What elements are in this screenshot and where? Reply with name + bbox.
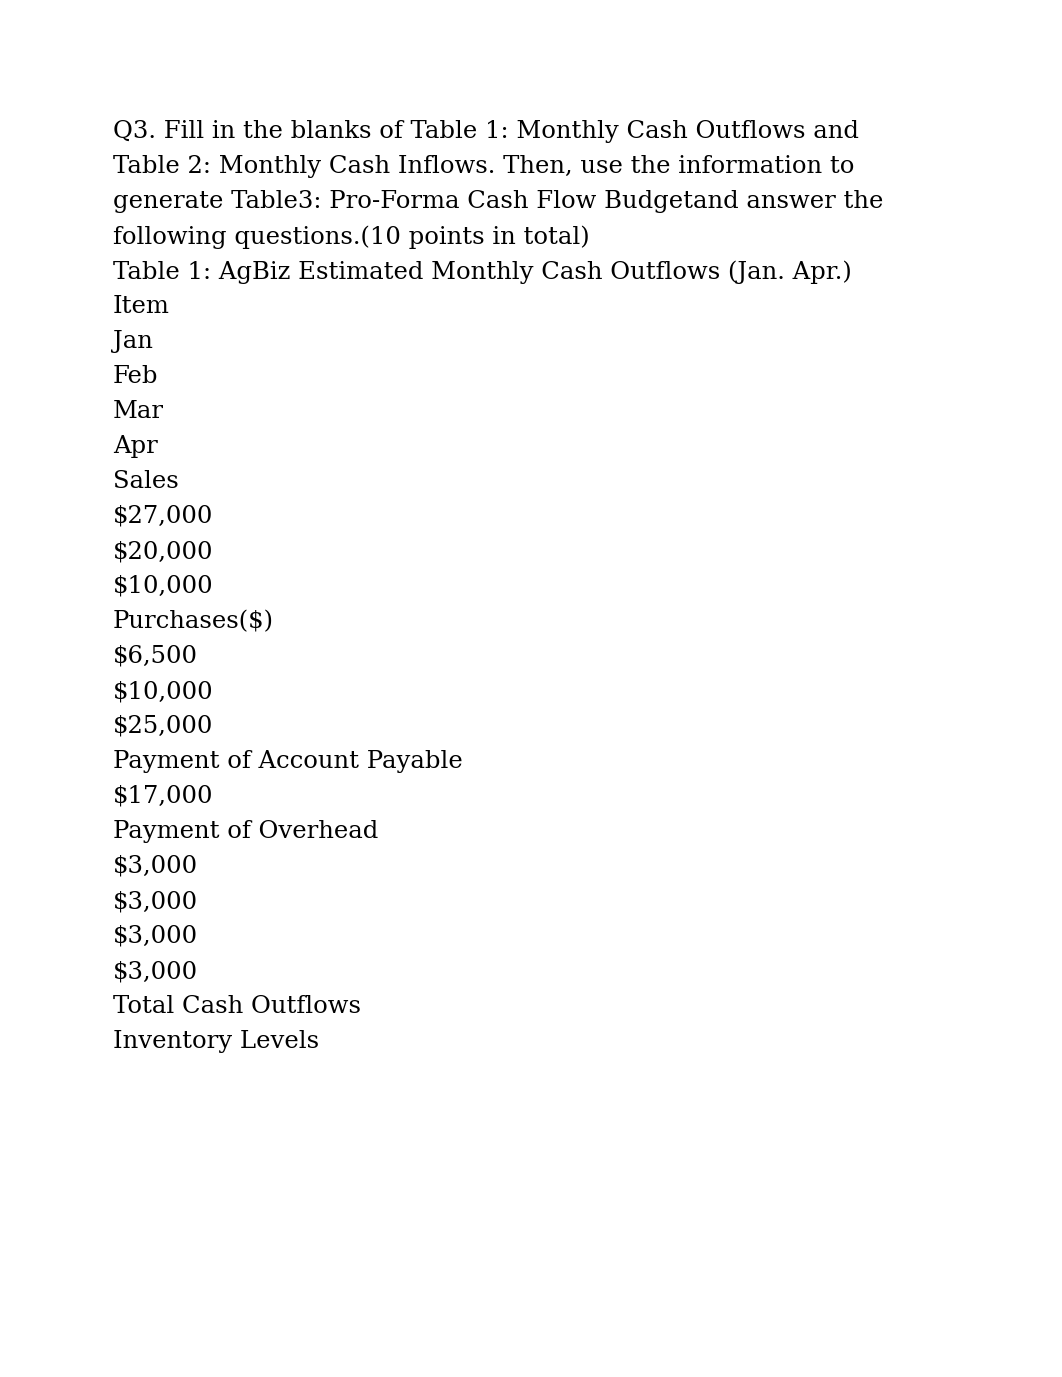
Text: $10,000: $10,000 — [113, 680, 213, 704]
Text: $10,000: $10,000 — [113, 576, 213, 598]
Text: following questions.(10 points in total): following questions.(10 points in total) — [113, 224, 589, 248]
Text: $3,000: $3,000 — [113, 960, 199, 983]
Text: Purchases($): Purchases($) — [113, 610, 274, 633]
Text: $3,000: $3,000 — [113, 925, 199, 947]
Text: $20,000: $20,000 — [113, 540, 213, 563]
Text: $25,000: $25,000 — [113, 715, 213, 738]
Text: generate Table3: Pro-Forma Cash Flow Budgetand answer the: generate Table3: Pro-Forma Cash Flow Bud… — [113, 190, 884, 213]
Text: Payment of Account Payable: Payment of Account Payable — [113, 750, 463, 772]
Text: Table 1: AgBiz Estimated Monthly Cash Outflows (Jan. Apr.): Table 1: AgBiz Estimated Monthly Cash Ou… — [113, 260, 852, 284]
Text: Apr: Apr — [113, 435, 158, 459]
Text: Q3. Fill in the blanks of Table 1: Monthly Cash Outflows and: Q3. Fill in the blanks of Table 1: Month… — [113, 120, 859, 143]
Text: Total Cash Outflows: Total Cash Outflows — [113, 996, 361, 1018]
Text: Payment of Overhead: Payment of Overhead — [113, 819, 378, 843]
Text: Item: Item — [113, 295, 170, 318]
Text: $3,000: $3,000 — [113, 855, 199, 879]
Text: $3,000: $3,000 — [113, 890, 199, 913]
Text: $6,500: $6,500 — [113, 644, 198, 668]
Text: Table 2: Monthly Cash Inflows. Then, use the information to: Table 2: Monthly Cash Inflows. Then, use… — [113, 156, 854, 178]
Text: Jan: Jan — [113, 330, 153, 353]
Text: Mar: Mar — [113, 399, 164, 423]
Text: Feb: Feb — [113, 365, 158, 388]
Text: $17,000: $17,000 — [113, 785, 213, 808]
Text: Inventory Levels: Inventory Levels — [113, 1030, 319, 1053]
Text: $27,000: $27,000 — [113, 505, 213, 527]
Text: Sales: Sales — [113, 470, 178, 493]
